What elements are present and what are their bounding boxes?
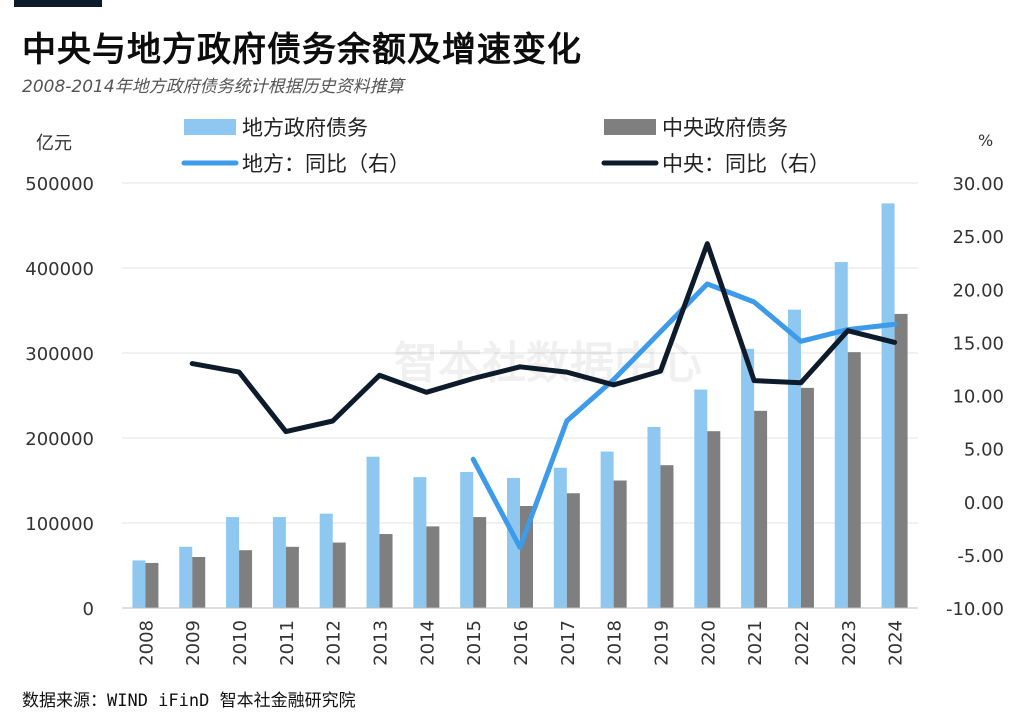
x-tick-label: 2014 <box>417 620 438 666</box>
bar-central-debt <box>847 352 861 608</box>
title-accent-bar <box>14 0 102 7</box>
right-tick-label: -5.00 <box>957 546 1004 567</box>
bar-local-debt <box>179 546 193 608</box>
bar-central-debt <box>192 557 206 608</box>
bar-local-debt <box>600 451 614 608</box>
left-tick-label: 500000 <box>25 174 94 195</box>
line-central-yoy <box>189 241 898 435</box>
bar-central-debt <box>426 526 440 608</box>
bar-central-debt <box>800 387 814 608</box>
bar-central-debt <box>894 313 908 608</box>
right-tick-label: 15.00 <box>952 333 1004 354</box>
bar-local-debt <box>413 477 427 608</box>
bar-local-debt <box>647 426 661 608</box>
x-tick-label: 2009 <box>183 620 204 666</box>
legend-label: 中央：同比（右） <box>662 152 830 176</box>
right-tick-label: 25.00 <box>952 227 1004 248</box>
data-source: 数据来源：WIND iFinD 智本社金融研究院 <box>22 691 356 711</box>
bar-central-debt <box>145 562 159 608</box>
chart-subtitle: 2008-2014年地方政府债务统计根据历史资料推算 <box>22 77 404 97</box>
left-tick-label: 300000 <box>25 344 94 365</box>
x-tick-label: 2010 <box>230 620 251 666</box>
watermark: 智本社数据中心 <box>394 338 702 389</box>
right-tick-label: 30.00 <box>952 174 1004 195</box>
x-tick-label: 2011 <box>277 620 298 666</box>
bar-central-debt <box>285 546 299 608</box>
bar-local-debt <box>366 456 380 608</box>
bar-local-debt <box>881 203 895 608</box>
bar-central-debt <box>613 480 627 608</box>
bar-central-debt <box>754 410 768 608</box>
line-series <box>189 241 898 550</box>
right-tick-label: -10.00 <box>946 599 1004 620</box>
axes: 0 100000 200000 300000 400000 500000 -10.00 -5.… <box>25 131 1004 666</box>
bar-local-debt <box>507 477 520 608</box>
x-tick-label: 2024 <box>886 620 907 666</box>
chart-canvas: 智本社数据中心 0 100000 200000 300000 400000 500000 -… <box>25 116 1004 666</box>
bar-central-debt <box>239 550 253 608</box>
bar-central-debt <box>707 431 721 608</box>
bar-local-debt <box>460 472 474 608</box>
bar-local-debt <box>132 560 146 608</box>
bar-local-debt <box>741 348 755 608</box>
chart-title: 中央与地方政府债务余额及增速变化 <box>22 30 582 70</box>
right-tick-label: 5.00 <box>964 440 1004 461</box>
left-tick-label: 100000 <box>25 514 94 535</box>
x-tick-label: 2020 <box>698 620 719 666</box>
x-tick-label: 2013 <box>371 620 392 666</box>
bar-local-debt <box>272 517 286 608</box>
bar-local-debt <box>226 517 240 608</box>
bar-central-debt <box>660 465 674 608</box>
x-tick-label: 2012 <box>324 620 345 666</box>
bar-central-debt <box>332 542 346 608</box>
x-tick-label: 2015 <box>464 620 485 666</box>
bar-local-debt <box>694 389 708 608</box>
x-tick-label: 2016 <box>511 620 532 666</box>
x-tick-label: 2023 <box>839 620 860 666</box>
legend-swatch <box>184 119 236 135</box>
x-tick-label: 2018 <box>605 620 626 666</box>
bar-local-debt <box>787 309 801 608</box>
x-tick-label: 2019 <box>651 620 672 666</box>
right-tick-label: 10.00 <box>952 387 1004 408</box>
bar-local-debt <box>834 262 848 608</box>
bar-series <box>132 203 908 608</box>
left-tick-label: 200000 <box>25 429 94 450</box>
bar-local-debt <box>553 467 567 608</box>
bar-central-debt <box>379 534 393 608</box>
left-tick-label: 0 <box>83 599 94 620</box>
bar-local-debt <box>319 513 333 608</box>
left-axis-unit: 亿元 <box>36 133 72 154</box>
legend-swatch <box>604 119 656 135</box>
right-tick-label: 0.00 <box>964 493 1004 514</box>
right-tick-label: 20.00 <box>952 280 1004 301</box>
bar-central-debt <box>473 517 487 608</box>
line-local-yoy <box>470 281 898 550</box>
x-tick-label: 2021 <box>745 620 766 666</box>
x-tick-label: 2008 <box>136 620 157 666</box>
left-tick-label: 400000 <box>25 259 94 280</box>
legend-label: 地方政府债务 <box>242 116 368 140</box>
legend-label: 地方：同比（右） <box>242 152 410 176</box>
x-tick-label: 2017 <box>558 620 579 666</box>
legend-label: 中央政府债务 <box>662 116 788 140</box>
right-axis-unit: % <box>978 131 993 150</box>
x-tick-label: 2022 <box>792 620 813 666</box>
bar-central-debt <box>566 493 580 608</box>
